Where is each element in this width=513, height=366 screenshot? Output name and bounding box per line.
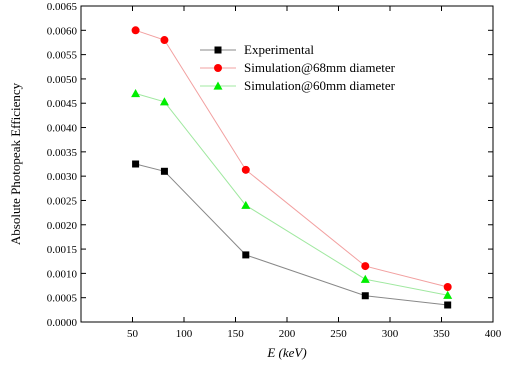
x-axis-title: E (keV) xyxy=(266,345,306,360)
data-point xyxy=(131,89,141,98)
series-line xyxy=(135,163,448,306)
y-tick-label: 0.0030 xyxy=(47,171,78,183)
y-tick-label: 0.0005 xyxy=(47,293,78,305)
data-point xyxy=(160,167,168,175)
data-point xyxy=(131,26,140,35)
y-tick-label: 0.0020 xyxy=(47,220,78,232)
y-tick-label: 0.0060 xyxy=(47,25,78,37)
data-point xyxy=(160,36,169,45)
data-point xyxy=(242,251,250,259)
x-axis: 50 100 150 200 250 300 350 400 xyxy=(127,6,502,340)
x-tick-label: 150 xyxy=(227,328,244,340)
data-point xyxy=(361,292,369,300)
legend-label: Simulation@68mm diameter xyxy=(244,60,396,75)
x-tick-label: 200 xyxy=(279,328,296,340)
y-tick-label: 0.0050 xyxy=(47,74,78,86)
series-layer xyxy=(131,26,453,309)
y-tick-label: 0.0025 xyxy=(47,195,78,207)
x-tick-label: 300 xyxy=(382,328,399,340)
legend-label: Simulation@60mm diameter xyxy=(244,78,396,93)
x-tick-label: 400 xyxy=(485,328,502,340)
legend-item: Simulation@60mm diameter xyxy=(200,78,396,93)
data-point xyxy=(241,165,250,174)
y-tick-label: 0.0010 xyxy=(47,268,78,280)
x-tick-label: 250 xyxy=(330,328,347,340)
legend-item: Experimental xyxy=(200,42,314,57)
series-line xyxy=(135,93,448,296)
data-point xyxy=(443,282,452,291)
series-1 xyxy=(131,26,452,291)
x-tick-label: 100 xyxy=(176,328,193,340)
y-tick-label: 0.0000 xyxy=(47,317,78,329)
data-point xyxy=(360,274,370,283)
x-tick-label: 350 xyxy=(433,328,450,340)
data-point xyxy=(159,97,169,106)
legend-label: Experimental xyxy=(244,42,314,57)
y-tick-label: 0.0040 xyxy=(47,123,78,135)
series-2 xyxy=(131,89,453,299)
legend: Experimental Simulation@68mm diameter Simu… xyxy=(200,42,396,93)
data-point xyxy=(443,290,453,299)
y-axis: 0.0000 0.0005 0.0010 0.0015 0.0020 0.0025 0.00… xyxy=(47,1,493,329)
legend-marker xyxy=(214,46,222,54)
y-tick-label: 0.0065 xyxy=(47,1,78,13)
data-point xyxy=(132,160,140,168)
legend-item: Simulation@68mm diameter xyxy=(200,60,396,75)
legend-marker xyxy=(213,81,223,90)
data-point xyxy=(361,262,370,271)
y-axis-title: Absolute Photopeak Efficiency xyxy=(8,82,23,245)
data-point xyxy=(241,200,251,209)
legend-marker xyxy=(214,64,222,72)
y-tick-label: 0.0055 xyxy=(47,50,78,62)
y-tick-label: 0.0015 xyxy=(47,244,78,256)
x-tick-label: 50 xyxy=(127,328,139,340)
y-tick-label: 0.0045 xyxy=(47,98,78,110)
y-tick-label: 0.0035 xyxy=(47,147,78,159)
data-point xyxy=(444,301,452,309)
series-0 xyxy=(132,160,452,309)
